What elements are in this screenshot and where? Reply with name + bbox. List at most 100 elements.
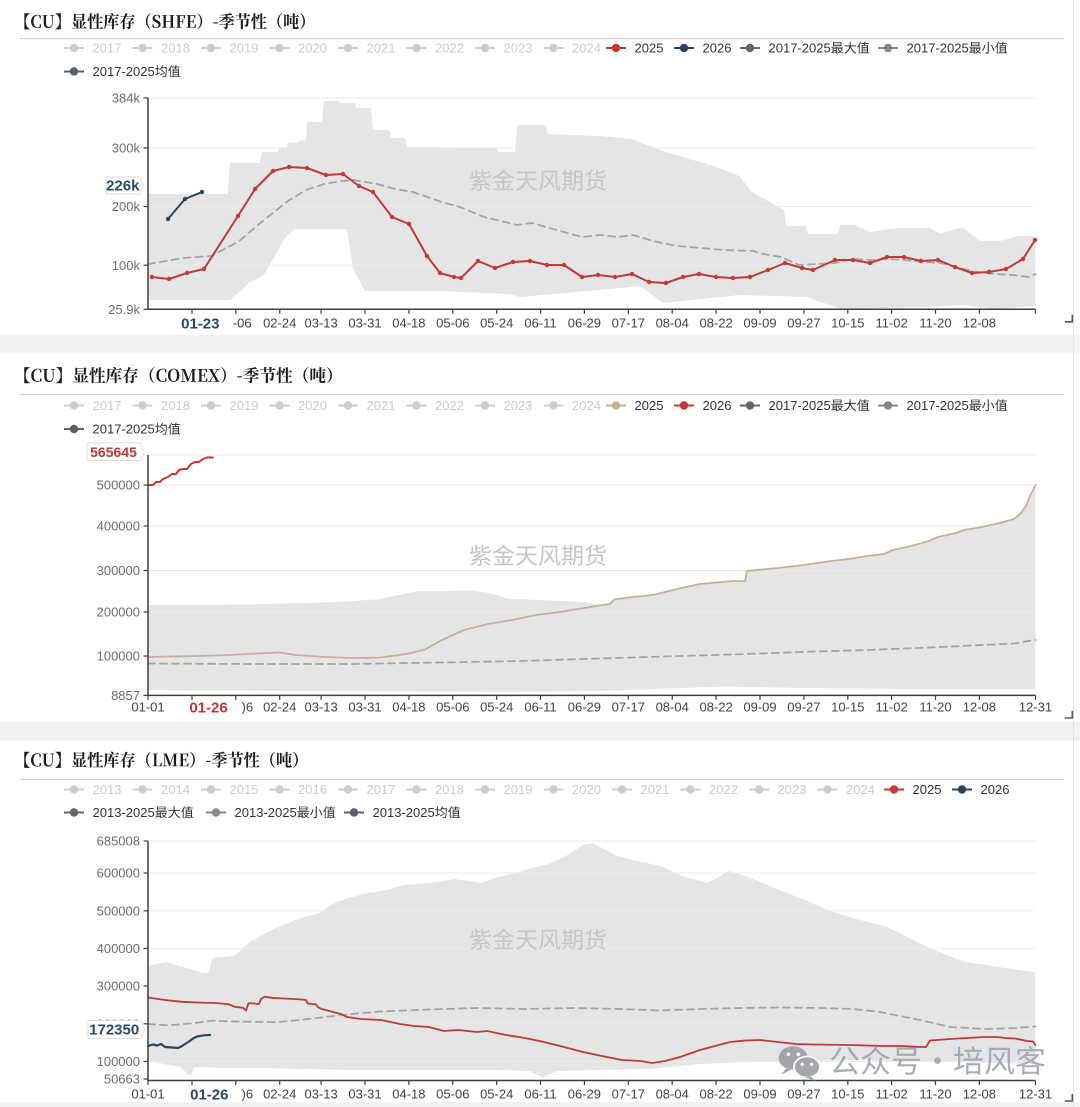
svg-text:685008: 685008: [97, 834, 140, 849]
svg-text:2024: 2024: [846, 782, 875, 797]
svg-text:01-26: 01-26: [190, 1087, 228, 1104]
svg-text:2018: 2018: [161, 41, 190, 56]
svg-text:2013: 2013: [93, 782, 122, 797]
svg-text:)6: )6: [242, 1087, 254, 1102]
svg-text:2013-2025: 2013-2025: [373, 805, 435, 820]
svg-text:05-24: 05-24: [480, 1087, 513, 1102]
svg-text:2017-2025: 2017-2025: [907, 41, 969, 56]
svg-text:2022: 2022: [435, 398, 464, 413]
svg-text:2021: 2021: [641, 782, 670, 797]
svg-text:2021: 2021: [367, 41, 396, 56]
svg-text:02-24: 02-24: [263, 700, 296, 715]
svg-text:2014: 2014: [161, 782, 190, 797]
svg-text:2024: 2024: [572, 398, 601, 413]
svg-text:05-24: 05-24: [480, 316, 513, 331]
svg-text:100000: 100000: [97, 1054, 140, 1069]
svg-text:2026: 2026: [981, 782, 1010, 797]
svg-text:09-27: 09-27: [787, 700, 820, 715]
svg-text:2019: 2019: [504, 782, 533, 797]
svg-text:)6: )6: [242, 700, 254, 715]
svg-text:100000: 100000: [97, 649, 140, 664]
svg-text:2017-2025: 2017-2025: [769, 398, 831, 413]
svg-text:05-06: 05-06: [436, 1087, 469, 1102]
svg-text:05-06: 05-06: [436, 316, 469, 331]
svg-text:03-31: 03-31: [348, 316, 381, 331]
svg-text:2017-2025: 2017-2025: [93, 422, 155, 437]
svg-text:04-18: 04-18: [392, 700, 425, 715]
svg-text:500000: 500000: [97, 903, 140, 918]
svg-text:08-22: 08-22: [699, 700, 732, 715]
svg-text:2022: 2022: [709, 782, 738, 797]
svg-text:11-20: 11-20: [919, 1087, 951, 1102]
svg-text:300000: 300000: [97, 563, 140, 578]
svg-text:2017: 2017: [93, 41, 122, 56]
svg-text:2017-2025: 2017-2025: [93, 64, 155, 79]
svg-text:11-02: 11-02: [875, 700, 907, 715]
svg-text:04-18: 04-18: [392, 316, 425, 331]
svg-text:2023: 2023: [504, 398, 533, 413]
svg-text:2026: 2026: [703, 41, 732, 56]
svg-text:2022: 2022: [435, 41, 464, 56]
svg-text:25.9k: 25.9k: [108, 302, 140, 317]
svg-text:01-23: 01-23: [181, 316, 219, 333]
svg-text:11-20: 11-20: [919, 700, 951, 715]
svg-text:06-29: 06-29: [568, 700, 601, 715]
svg-text:2017-2025: 2017-2025: [769, 41, 831, 56]
svg-text:2017: 2017: [367, 782, 396, 797]
svg-text:03-13: 03-13: [304, 700, 337, 715]
svg-text:2018: 2018: [435, 782, 464, 797]
svg-text:226k: 226k: [106, 178, 140, 195]
svg-text:2016: 2016: [298, 782, 327, 797]
svg-text:12-08: 12-08: [963, 1087, 996, 1102]
svg-text:565645: 565645: [90, 444, 137, 460]
svg-text:400000: 400000: [97, 519, 140, 534]
svg-text:384k: 384k: [112, 91, 141, 106]
svg-text:2020: 2020: [298, 398, 327, 413]
svg-text:400000: 400000: [97, 941, 140, 956]
svg-text:06-29: 06-29: [568, 1087, 601, 1102]
svg-text:09-27: 09-27: [787, 1087, 820, 1102]
svg-text:11-02: 11-02: [875, 1087, 907, 1102]
svg-text:172350: 172350: [89, 1022, 139, 1039]
svg-text:8857: 8857: [111, 688, 140, 703]
svg-text:08-04: 08-04: [656, 700, 689, 715]
svg-text:03-31: 03-31: [348, 700, 381, 715]
svg-text:06-11: 06-11: [524, 316, 556, 331]
svg-text:500000: 500000: [97, 478, 140, 493]
svg-text:10-15: 10-15: [831, 700, 864, 715]
svg-text:2013-2025: 2013-2025: [93, 805, 155, 820]
svg-text:12-31: 12-31: [1019, 700, 1052, 715]
svg-text:09-09: 09-09: [743, 700, 776, 715]
svg-text:03-31: 03-31: [348, 1087, 381, 1102]
svg-text:2013-2025: 2013-2025: [235, 805, 297, 820]
svg-text:09-09: 09-09: [743, 1087, 776, 1102]
svg-text:11-20: 11-20: [919, 316, 951, 331]
svg-text:06-11: 06-11: [524, 1087, 556, 1102]
svg-text:600000: 600000: [97, 866, 140, 881]
svg-text:03-13: 03-13: [304, 1087, 337, 1102]
svg-text:2015: 2015: [230, 782, 259, 797]
svg-text:2025: 2025: [913, 782, 942, 797]
svg-text:11-02: 11-02: [875, 316, 907, 331]
svg-text:-06: -06: [233, 316, 252, 331]
svg-text:50663: 50663: [104, 1072, 140, 1087]
svg-text:07-17: 07-17: [612, 1087, 645, 1102]
svg-text:02-24: 02-24: [263, 316, 296, 331]
svg-text:2023: 2023: [504, 41, 533, 56]
svg-text:05-06: 05-06: [436, 700, 469, 715]
svg-text:2019: 2019: [230, 398, 259, 413]
svg-text:08-04: 08-04: [656, 316, 689, 331]
svg-text:07-17: 07-17: [612, 316, 645, 331]
svg-text:100k: 100k: [112, 258, 141, 273]
svg-text:2017-2025: 2017-2025: [907, 398, 969, 413]
svg-text:2018: 2018: [161, 398, 190, 413]
svg-text:2025: 2025: [635, 41, 664, 56]
svg-text:09-09: 09-09: [743, 316, 776, 331]
svg-text:2019: 2019: [230, 41, 259, 56]
svg-text:10-15: 10-15: [831, 316, 864, 331]
svg-text:2026: 2026: [703, 398, 732, 413]
svg-text:2017: 2017: [93, 398, 122, 413]
svg-text:2020: 2020: [298, 41, 327, 56]
svg-text:12-31: 12-31: [1019, 1087, 1052, 1102]
svg-text:2023: 2023: [778, 782, 807, 797]
